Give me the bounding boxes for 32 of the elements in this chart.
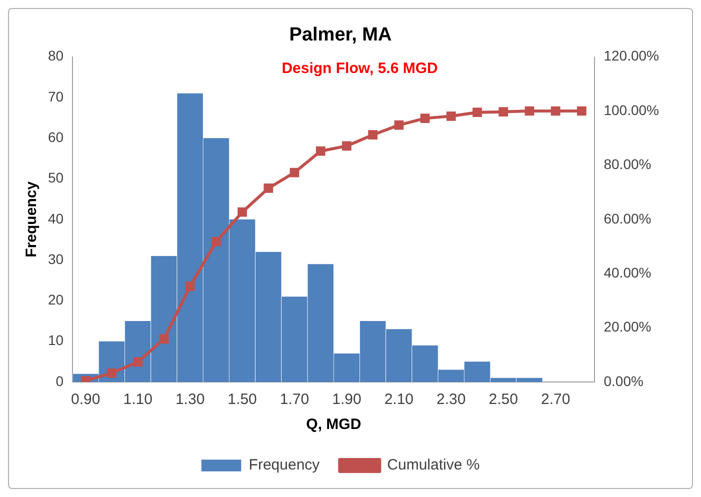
y-tick-label: 60: [48, 128, 64, 145]
y-tick-label: 40: [48, 210, 64, 226]
legend-label: Frequency: [248, 456, 320, 474]
x-tick-label: 2.10: [384, 391, 414, 408]
x-axis-title: Q, MGD: [306, 416, 362, 434]
y-tick-label: 30: [48, 250, 64, 267]
y2-tick-label: 80.00%: [604, 156, 652, 172]
x-tick-label: 1.90: [332, 391, 362, 408]
x-tick-label: 2.30: [436, 391, 466, 408]
y2-tick-label: 60.00%: [604, 210, 652, 226]
y2-tick-label: 120.00%: [604, 48, 660, 64]
x-tick-label: 1.50: [228, 391, 257, 408]
y2-tick-label: 20.00%: [604, 318, 652, 335]
x-tick-label: 0.90: [71, 391, 100, 408]
x-tick-label: 1.70: [280, 391, 310, 408]
x-tick-label: 2.50: [488, 391, 518, 408]
y2-tick-label: 40.00%: [604, 264, 652, 280]
y-tick-label: 0: [56, 372, 64, 389]
x-tick-label: 1.30: [175, 391, 205, 408]
x-tick-label: 2.70: [540, 391, 570, 408]
chart-title: Palmer, MA: [289, 24, 392, 46]
y-axis-title: Frequency: [23, 180, 40, 258]
y-tick-label: 70: [48, 88, 64, 104]
y-tick-label: 50: [48, 170, 64, 186]
annotation: Design Flow, 5.6 MGD: [282, 60, 438, 77]
y-tick-label: 20: [48, 292, 64, 308]
y-tick-label: 10: [48, 332, 64, 348]
x-tick-label: 1.10: [123, 391, 152, 408]
legend-label: Cumulative %: [387, 456, 480, 474]
y2-tick-label: 100.00%: [604, 102, 660, 118]
y-tick-label: 80: [48, 48, 64, 64]
y2-tick-label: 0.00%: [604, 372, 644, 389]
